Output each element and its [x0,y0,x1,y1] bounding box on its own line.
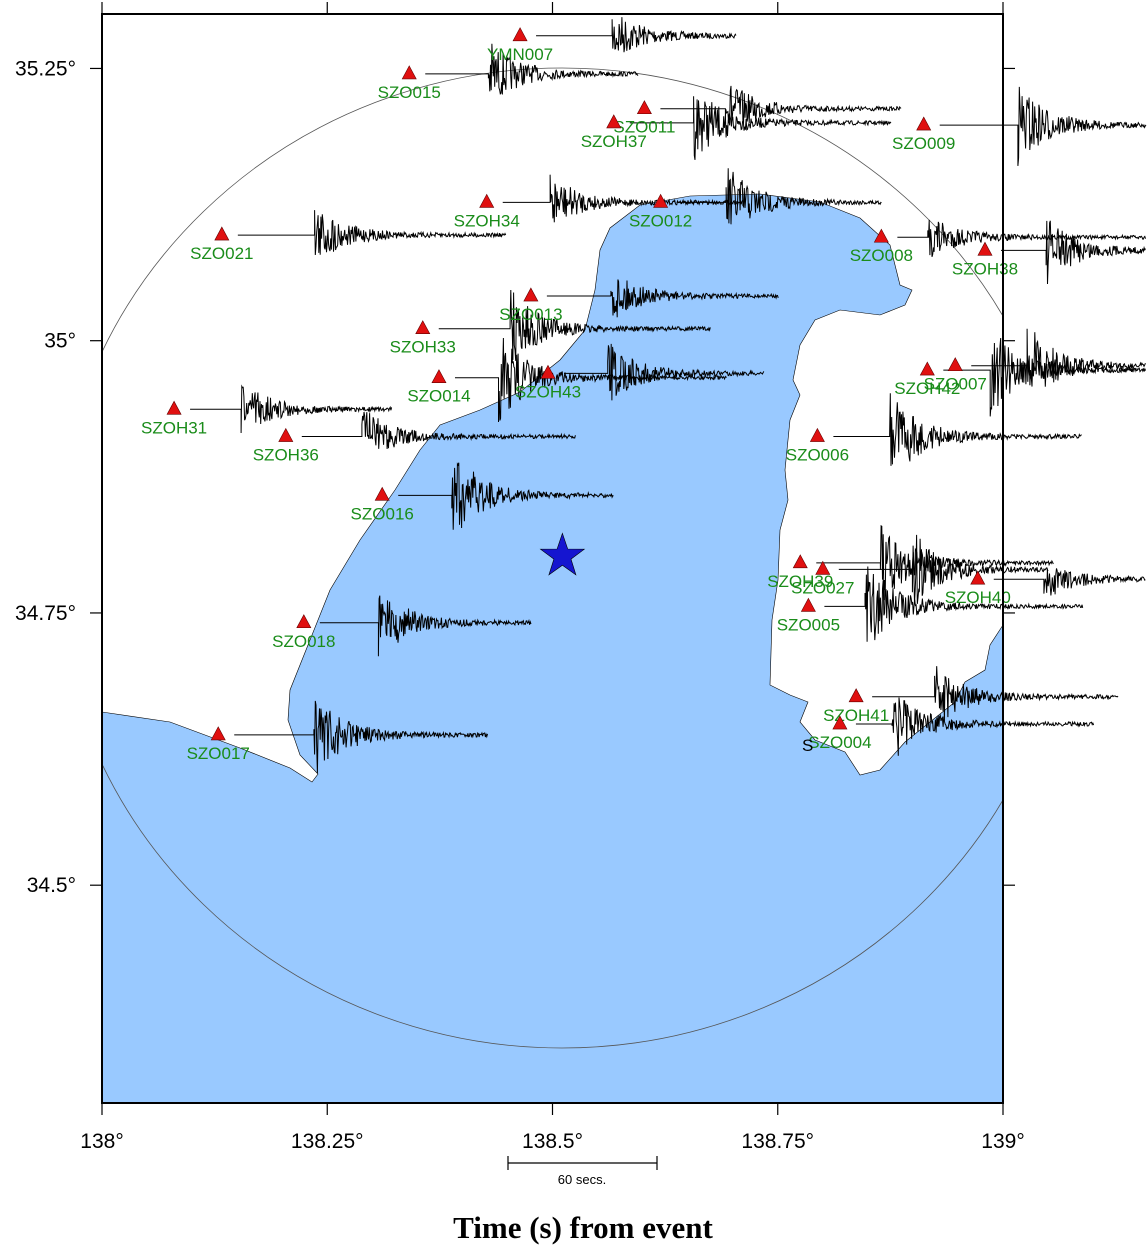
y-tick-label: 35° [44,330,76,353]
seismogram [855,697,1095,756]
seismogram [563,343,765,401]
station-marker [278,427,294,442]
station-label: SZO012 [629,211,692,230]
station-marker [848,688,864,703]
station-marker [431,369,447,384]
seismogram [872,666,1119,721]
station-label: SZO007 [924,375,987,394]
station-label: SZO021 [190,244,253,263]
station-marker [970,570,986,585]
x-tick-label: 138° [80,1130,123,1153]
seismogram [816,525,1054,601]
station-label: SZOH37 [581,132,647,151]
sea [102,193,1003,1103]
station-label: YMN007 [487,45,553,64]
seismogram [676,168,882,225]
station-marker [523,287,539,302]
station-label: SZOH42 [894,379,960,398]
station-marker [653,193,669,208]
station-marker [606,114,622,129]
seismogram [237,210,507,256]
seismogram [234,700,488,774]
station-label: SZO011 [613,118,675,137]
seismogram [939,86,1147,166]
seismogram [536,17,737,53]
station-label: SZOH31 [141,418,207,437]
station-marker [512,27,528,42]
station-marker [977,241,993,256]
x-tick-label: 138.5° [522,1130,583,1153]
station-marker [873,228,889,243]
y-tick-label: 34.75° [15,602,76,625]
station-label: SZO027 [791,578,854,597]
station-marker [947,357,963,372]
station-marker [636,100,652,115]
station-label: SZOH43 [515,382,581,401]
station-label: SZO004 [808,733,871,752]
station-label: SZOH36 [253,446,319,465]
seismogram [438,289,711,361]
y-tick-label: 34.5° [27,874,76,897]
seismogram [971,328,1146,387]
seismogram [301,411,576,450]
station-label: SZO015 [378,83,441,102]
station-label: SZO016 [351,504,414,523]
station-label: SZOH41 [823,706,889,725]
station-marker [415,320,431,335]
seismogram [629,96,892,160]
station-marker [919,361,935,376]
station-marker [792,554,808,569]
station-marker [166,400,182,415]
station-marker [214,226,230,241]
station-marker [916,116,932,131]
seismogram [993,568,1146,596]
station-marker [800,597,816,612]
seismogram [425,43,639,95]
station-label: SZOH34 [454,211,520,230]
x-tick-label: 139° [981,1130,1024,1153]
station-marker [832,715,848,730]
seismogram [546,279,779,318]
station-label: SZOH40 [945,588,1011,607]
station-label: SZO005 [777,615,840,634]
station-marker [815,560,831,575]
seismogram [190,384,393,434]
station-label: SZO008 [850,246,913,265]
station-label: SZOH38 [952,259,1018,278]
station-label: SZO014 [407,387,470,406]
seismogram [838,534,1049,604]
seismogram [660,85,902,138]
y-tick-label: 35.25° [15,57,76,80]
seismogram [1000,220,1146,285]
station-label: SZO018 [272,632,335,651]
station-label: SZO017 [187,744,250,763]
seismogram [824,566,1084,642]
station-marker [479,193,495,208]
station-marker [210,726,226,741]
x-axis-title: Time (s) from event [453,1210,713,1245]
station-marker [374,486,390,501]
epicenter [539,532,586,576]
station-label: SZO009 [892,134,955,153]
station-label: SZOH39 [767,572,833,591]
station-marker [809,427,825,442]
station-marker [401,65,417,80]
station-marker [296,614,312,629]
station-label: SZOH33 [390,338,456,357]
x-tick-label: 138.75° [741,1130,814,1153]
annotation: S [802,736,813,755]
station-label: SZO013 [499,305,562,324]
seismogram [833,393,1082,466]
station-label: SZO006 [786,446,849,465]
x-tick-label: 138.25° [291,1130,364,1153]
seismogram [319,595,532,657]
seismogram [398,462,614,530]
station-marker [540,364,556,379]
distance-ring [102,67,1003,1049]
scale-label: 60 secs. [558,1172,606,1187]
seismogram [897,219,1146,258]
